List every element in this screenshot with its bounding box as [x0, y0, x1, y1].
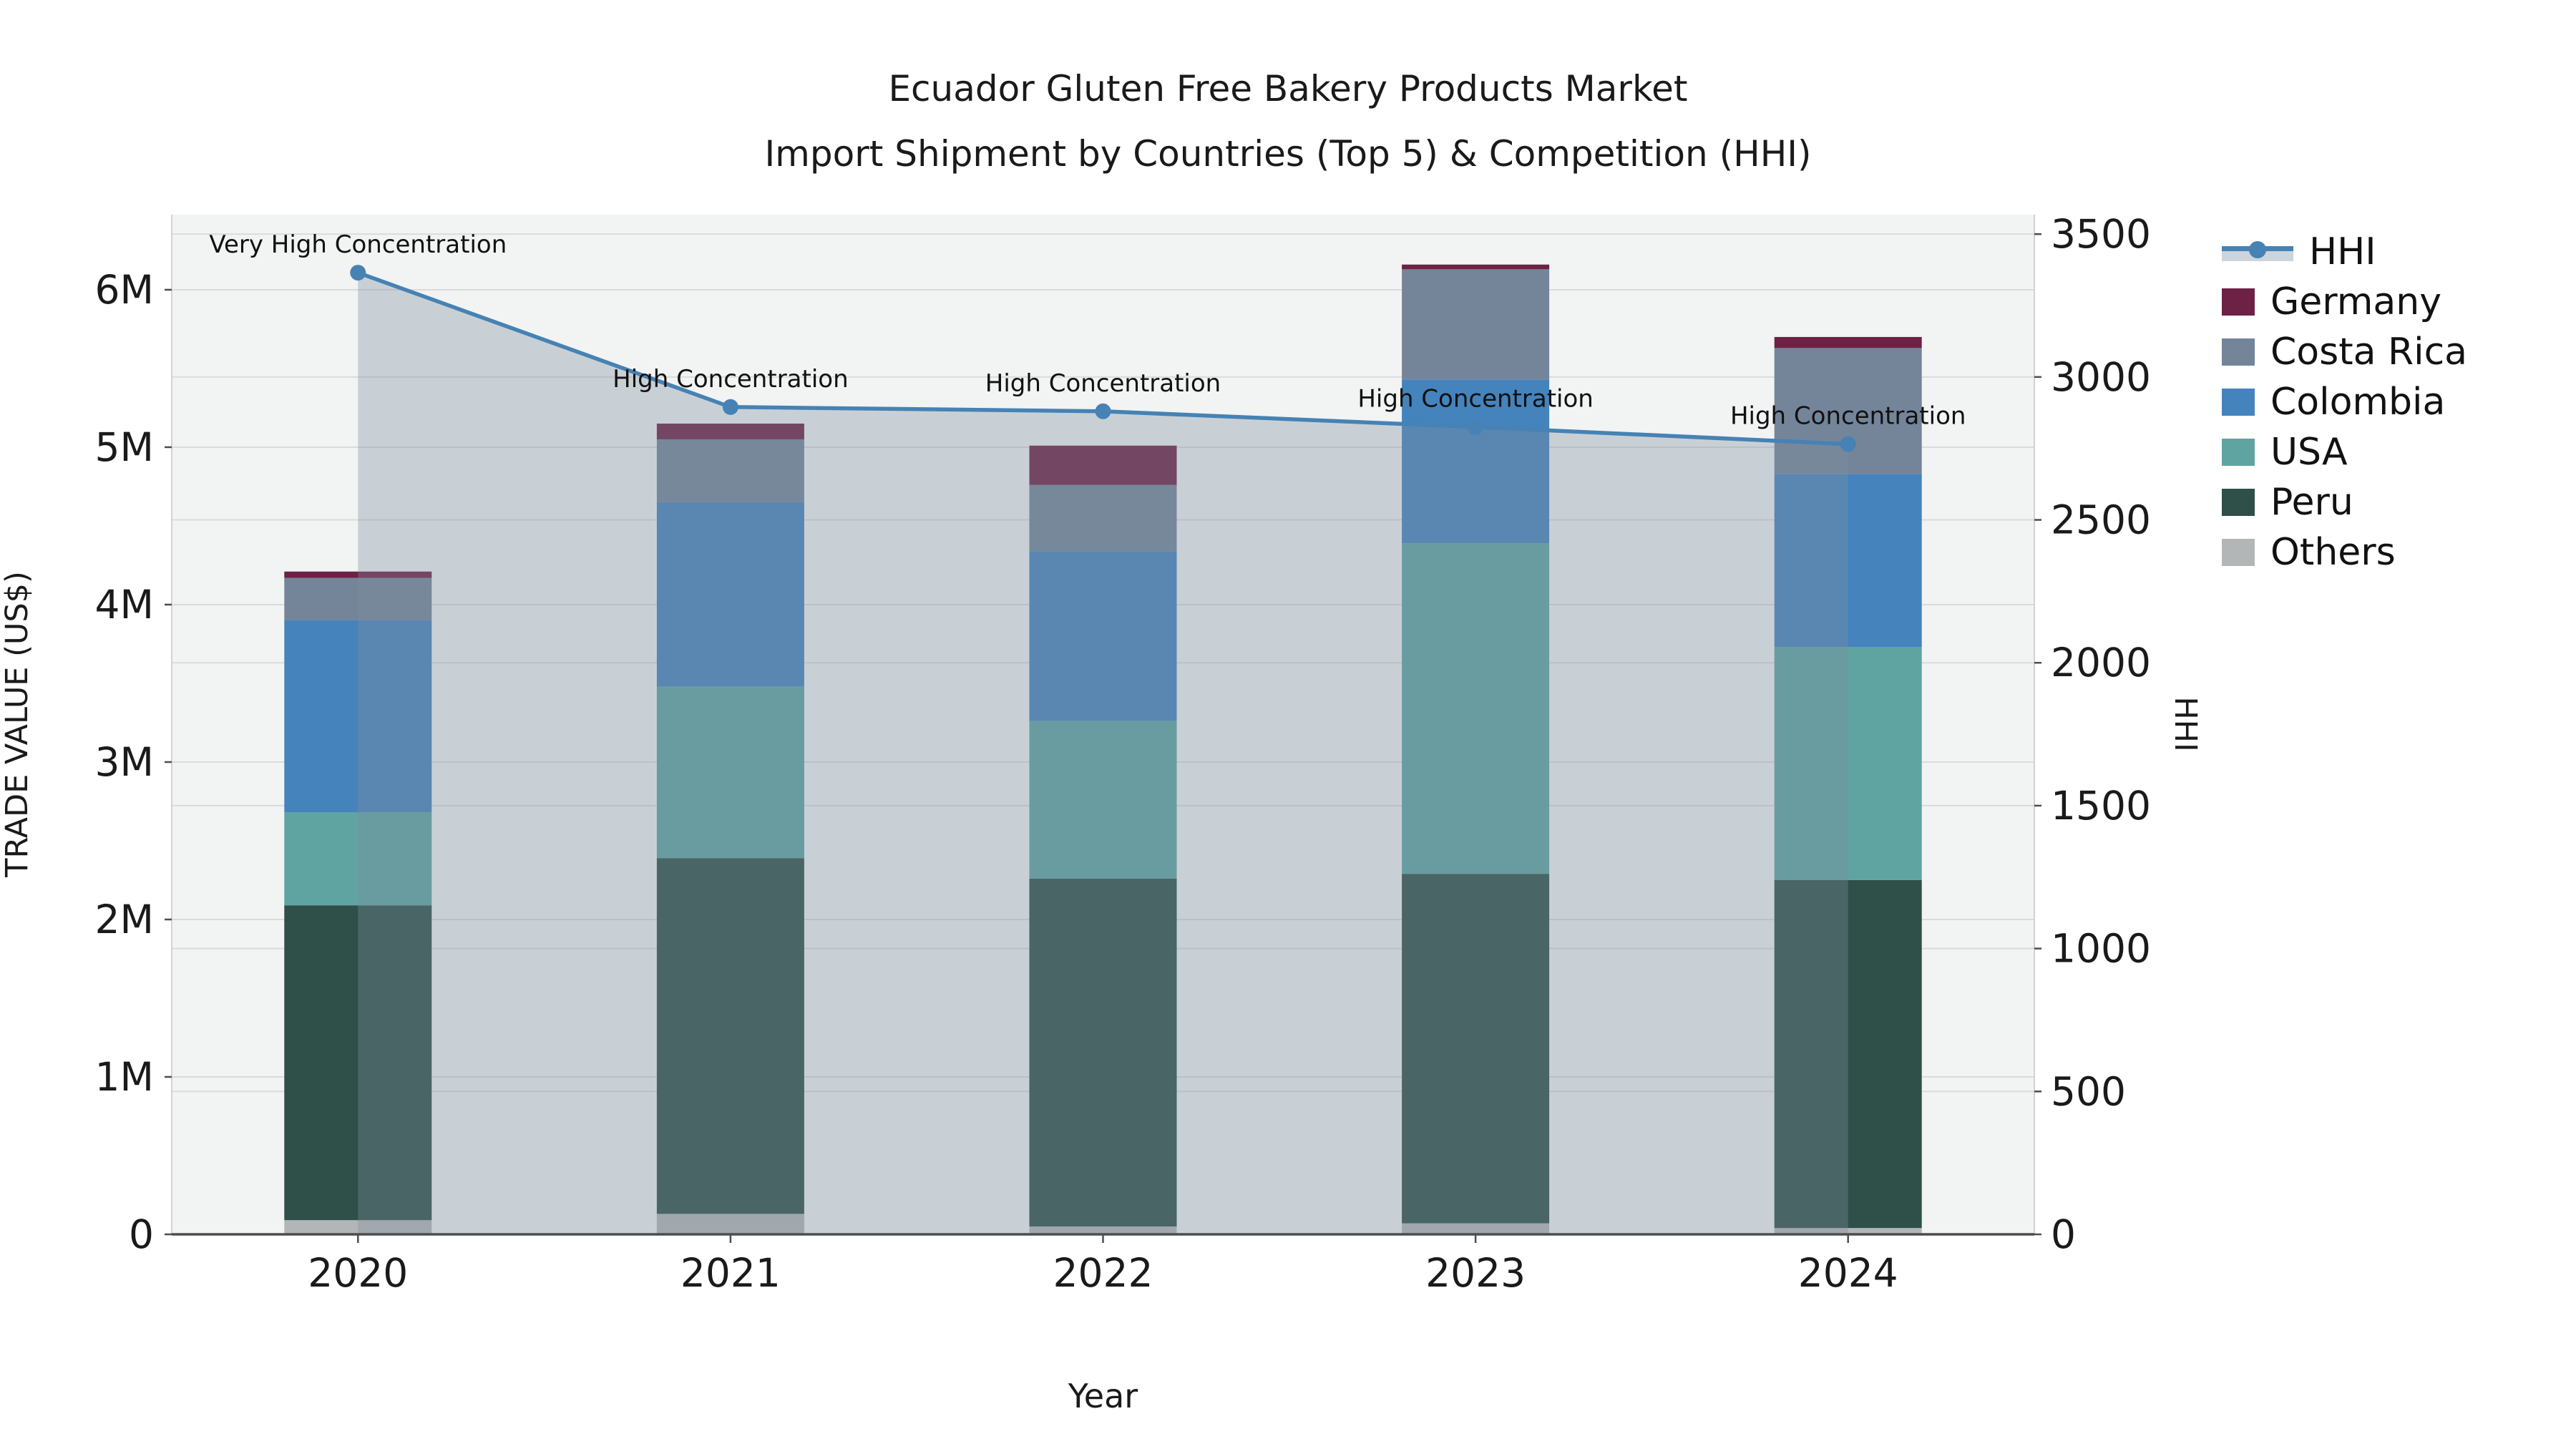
bar-segment-peru-2022: [1029, 878, 1177, 1226]
y-axis-title: TRADE VALUE (US$): [0, 571, 35, 878]
hhi-marker-2020: [350, 265, 366, 281]
y-axis-tick-label: 6M: [95, 267, 154, 313]
bar-segment-colombia-2024: [1774, 474, 1922, 648]
y2-axis-title: HHI: [2167, 696, 2203, 751]
hhi-marker-2024: [1840, 436, 1856, 452]
hhi-annotation-2022: High Concentration: [985, 369, 1221, 398]
hhi-marker-2023: [1468, 419, 1484, 435]
bar-segment-germany-2021: [656, 423, 804, 439]
hhi-annotation-2024: High Concentration: [1730, 402, 1966, 431]
legend-swatch-usa: [2222, 439, 2255, 466]
legend-item-peru: Peru: [2222, 477, 2467, 527]
bar-segment-colombia-2020: [284, 620, 432, 813]
y2-axis-tick-label: 1500: [2051, 783, 2151, 829]
x-axis-tick-label-2021: 2021: [680, 1250, 781, 1296]
legend-item-usa: USA: [2222, 427, 2467, 477]
legend-item-hhi: HHI: [2222, 227, 2467, 277]
bar-segment-germany-2023: [1402, 264, 1550, 270]
hhi-marker-2022: [1095, 403, 1111, 419]
bar-segment-peru-2021: [656, 858, 804, 1214]
y2-axis-tick-label: 1000: [2051, 926, 2151, 972]
y-axis-tick-label: 3M: [95, 739, 154, 785]
bar-segment-peru-2024: [1774, 879, 1922, 1229]
hhi-annotation-2023: High Concentration: [1357, 385, 1593, 414]
x-axis-tick-label-2022: 2022: [1053, 1250, 1153, 1296]
x-axis-title: Year: [1068, 1377, 1138, 1415]
bar-segment-germany-2022: [1029, 445, 1177, 485]
chart-legend: HHI Germany Costa Rica Colombia USA Peru Other…: [2222, 227, 2467, 577]
y2-axis-tick-label: 3500: [2051, 211, 2151, 257]
bar-segment-others-2022: [1029, 1226, 1177, 1234]
legend-item-others: Others: [2222, 527, 2467, 577]
bar-segment-germany-2024: [1774, 336, 1922, 348]
hhi-area-fill: [358, 273, 1848, 1234]
bar-segment-usa-2023: [1402, 543, 1550, 874]
legend-swatch-germany: [2222, 288, 2255, 316]
legend-label: HHI: [2309, 230, 2376, 273]
y-axis-tick-label: 2M: [95, 897, 154, 942]
legend-swatch-peru: [2222, 489, 2255, 516]
y2-axis-tick-label: 2500: [2051, 497, 2151, 543]
chart-subtitle: Import Shipment by Countries (Top 5) & C…: [764, 133, 1812, 175]
legend-swatch-others: [2222, 539, 2255, 566]
chart-title: Ecuador Gluten Free Bakery Products Mark…: [888, 68, 1688, 109]
legend-item-colombia: Colombia: [2222, 377, 2467, 427]
y2-axis-tick-label: 0: [2051, 1211, 2076, 1257]
legend-swatch-colombia: [2222, 389, 2255, 416]
bar-segment-costa-rica-2024: [1774, 348, 1922, 474]
hhi-line-swatch: [2222, 241, 2293, 261]
legend-swatch-costa-rica: [2222, 338, 2255, 366]
bar-segment-germany-2020: [284, 571, 432, 578]
y-axis-tick-label: 4M: [95, 582, 154, 628]
y-axis-tick-label: 5M: [95, 424, 154, 470]
bar-segment-costa-rica-2023: [1402, 269, 1550, 380]
x-axis-tick-label-2023: 2023: [1425, 1250, 1526, 1296]
bar-segment-colombia-2022: [1029, 551, 1177, 721]
y-axis-tick-label: 1M: [95, 1054, 154, 1100]
x-axis-tick-label-2020: 2020: [308, 1250, 408, 1296]
legend-item-germany: Germany: [2222, 277, 2467, 327]
legend-label: Others: [2270, 531, 2396, 574]
bar-segment-others-2024: [1774, 1228, 1922, 1234]
bar-segment-colombia-2023: [1402, 379, 1550, 544]
bar-segment-others-2023: [1402, 1223, 1550, 1234]
legend-label: USA: [2270, 431, 2348, 474]
y2-axis-tick-label: 500: [2051, 1068, 2126, 1114]
bar-segment-colombia-2021: [656, 502, 804, 687]
x-axis-tick-label-2024: 2024: [1798, 1250, 1898, 1296]
bar-segment-costa-rica-2020: [284, 577, 432, 620]
y-axis-tick-label: 0: [129, 1211, 154, 1257]
bar-segment-usa-2020: [284, 812, 432, 906]
legend-label: Colombia: [2270, 381, 2446, 424]
bar-segment-peru-2023: [1402, 874, 1550, 1224]
y2-axis-tick-label: 3000: [2051, 354, 2151, 400]
legend-item-costa-rica: Costa Rica: [2222, 327, 2467, 377]
hhi-annotation-2021: High Concentration: [613, 365, 848, 394]
y2-axis-tick-label: 2000: [2051, 640, 2151, 686]
hhi-marker-2021: [722, 399, 738, 415]
bar-segment-usa-2022: [1029, 721, 1177, 879]
bar-segment-usa-2024: [1774, 647, 1922, 880]
bar-segment-peru-2020: [284, 905, 432, 1221]
legend-label: Costa Rica: [2270, 331, 2468, 374]
hhi-annotation-2020: Very High Concentration: [209, 230, 507, 259]
bar-segment-usa-2021: [656, 686, 804, 859]
bar-segment-others-2020: [284, 1220, 432, 1234]
bar-segment-costa-rica-2022: [1029, 484, 1177, 552]
bar-segment-costa-rica-2021: [656, 439, 804, 502]
bar-segment-others-2021: [656, 1214, 804, 1234]
legend-label: Peru: [2270, 481, 2353, 524]
legend-label: Germany: [2270, 280, 2442, 323]
